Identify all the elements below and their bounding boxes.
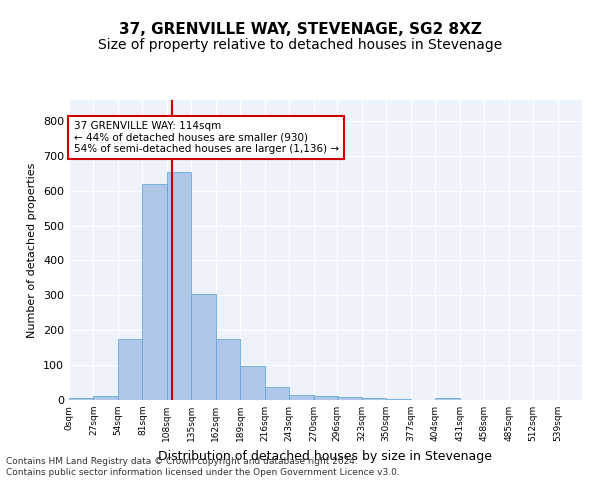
Bar [362,398,386,400]
Bar [337,397,362,400]
Bar [386,398,410,400]
Bar [216,339,241,400]
Bar [69,398,94,400]
Bar [167,172,191,400]
Bar [118,339,142,400]
Bar [142,184,167,400]
Bar [435,398,460,400]
Text: 37, GRENVILLE WAY, STEVENAGE, SG2 8XZ: 37, GRENVILLE WAY, STEVENAGE, SG2 8XZ [119,22,481,38]
Text: Contains HM Land Registry data © Crown copyright and database right 2024.
Contai: Contains HM Land Registry data © Crown c… [6,458,400,477]
Bar [265,386,289,400]
Bar [314,396,338,400]
Bar [191,294,216,400]
Text: Size of property relative to detached houses in Stevenage: Size of property relative to detached ho… [98,38,502,52]
Bar [289,396,314,400]
Bar [94,396,118,400]
X-axis label: Distribution of detached houses by size in Stevenage: Distribution of detached houses by size … [158,450,493,462]
Bar [241,366,265,400]
Text: 37 GRENVILLE WAY: 114sqm
← 44% of detached houses are smaller (930)
54% of semi-: 37 GRENVILLE WAY: 114sqm ← 44% of detach… [74,121,338,154]
Y-axis label: Number of detached properties: Number of detached properties [28,162,37,338]
